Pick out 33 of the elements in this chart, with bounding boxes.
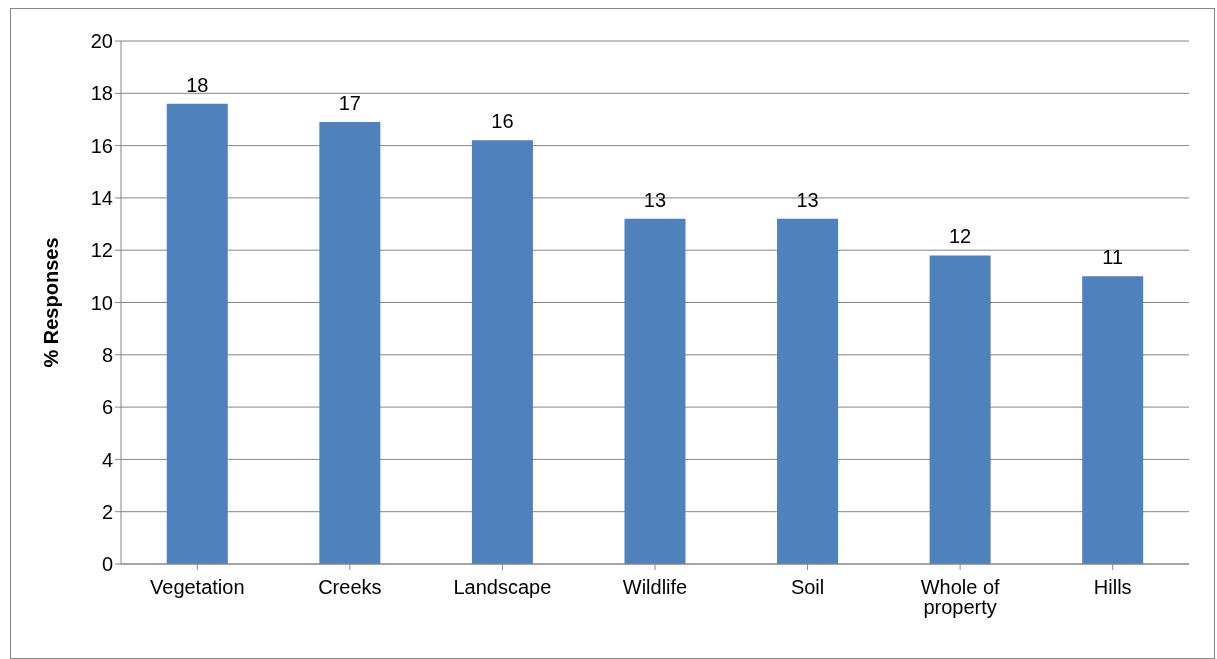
- y-tick-label: 0: [101, 553, 113, 576]
- x-tick-label: Vegetation: [150, 576, 245, 599]
- data-label: 13: [643, 188, 667, 211]
- x-tick-label: Wildlife: [622, 576, 688, 599]
- bar: [471, 140, 533, 564]
- bar: [166, 103, 228, 564]
- y-tick-label: 6: [101, 396, 113, 419]
- x-tick-label: Whole of property: [920, 576, 1001, 619]
- x-tick-label: Soil: [790, 576, 825, 599]
- y-axis-title: % Responses: [40, 237, 63, 368]
- data-label: 16: [491, 110, 514, 133]
- y-tick-label: 16: [90, 134, 113, 157]
- y-tick-label: 14: [90, 187, 113, 209]
- y-tick-label: 8: [101, 343, 113, 366]
- x-tick-label: Landscape: [453, 576, 552, 599]
- y-tick-label: 12: [90, 239, 113, 262]
- x-tick-label: Hills: [1093, 576, 1132, 599]
- data-label: 12: [949, 225, 972, 248]
- y-tick-label: 2: [101, 500, 113, 523]
- bar: [929, 255, 991, 564]
- y-tick-label: 4: [101, 448, 113, 471]
- data-label: 13: [796, 188, 819, 211]
- data-label: 17: [338, 92, 361, 115]
- data-label: 18: [186, 73, 209, 96]
- y-tick-label: 18: [90, 82, 113, 105]
- data-label: 11: [1102, 246, 1124, 269]
- x-tick-label: Creeks: [318, 576, 382, 599]
- y-tick-label: 10: [90, 291, 113, 314]
- bar: [624, 218, 686, 564]
- bar: [777, 218, 839, 564]
- y-tick-label: 20: [90, 30, 113, 53]
- bar: [1082, 276, 1144, 564]
- bar: [319, 122, 381, 564]
